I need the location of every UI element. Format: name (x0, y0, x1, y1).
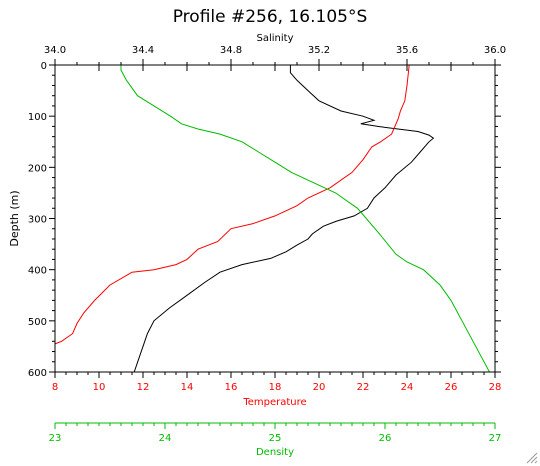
chart-title: Profile #256, 16.105°S (173, 7, 368, 27)
density-tick-label: 26 (379, 433, 392, 444)
plot-frame (54, 64, 496, 373)
y-tick-label: 200 (28, 163, 47, 174)
temperature-tick-label: 28 (489, 382, 502, 393)
temperature-axis-label: Temperature (242, 397, 306, 408)
density-tick-label: 25 (269, 433, 282, 444)
y-tick-label: 100 (28, 112, 47, 123)
temperature-tick-label: 26 (445, 382, 458, 393)
salinity-tick-label: 35.2 (308, 45, 330, 56)
y-tick-label: 500 (28, 317, 47, 328)
y-tick-label: 300 (28, 215, 47, 226)
density-series-line (120, 65, 490, 373)
depth-axis: 0 100 200 300 400 500 600 Depth (m) (8, 61, 501, 379)
y-tick-label: 0 (41, 61, 47, 72)
density-axis-label: Density (256, 447, 294, 458)
temperature-tick-label: 18 (269, 382, 282, 393)
salinity-tick-label: 34.0 (44, 45, 66, 56)
series-layer (54, 64, 490, 373)
y-tick-label: 600 (28, 368, 47, 379)
temperature-series-line (54, 64, 410, 345)
density-tick-label: 23 (49, 433, 62, 444)
salinity-tick-label: 35.6 (396, 45, 418, 56)
temperature-tick-label: 24 (401, 382, 414, 393)
temperature-tick-label: 8 (52, 382, 58, 393)
salinity-tick-label: 34.8 (220, 45, 242, 56)
density-tick-label: 24 (159, 433, 172, 444)
salinity-series-line (133, 65, 435, 373)
temperature-axis: 8 10 12 14 16 18 20 22 24 26 28 Temperature (52, 65, 502, 408)
density-axis: 23 24 25 26 27 Density (49, 422, 502, 458)
y-tick-label: 400 (28, 266, 47, 277)
temperature-tick-label: 20 (313, 382, 326, 393)
salinity-axis: 34.0 34.4 34.8 35.2 35.6 36.0 Salinity (44, 33, 506, 65)
temperature-tick-label: 12 (137, 382, 150, 393)
resize-grip-icon[interactable] (526, 452, 538, 464)
salinity-tick-label: 34.4 (132, 45, 154, 56)
salinity-axis-label: Salinity (257, 33, 294, 44)
y-axis-label: Depth (m) (8, 190, 21, 246)
density-tick-label: 27 (489, 433, 502, 444)
salinity-tick-label: 36.0 (484, 45, 506, 56)
temperature-tick-label: 16 (225, 382, 238, 393)
temperature-tick-label: 14 (181, 382, 194, 393)
temperature-tick-label: 22 (357, 382, 370, 393)
temperature-tick-label: 10 (93, 382, 106, 393)
